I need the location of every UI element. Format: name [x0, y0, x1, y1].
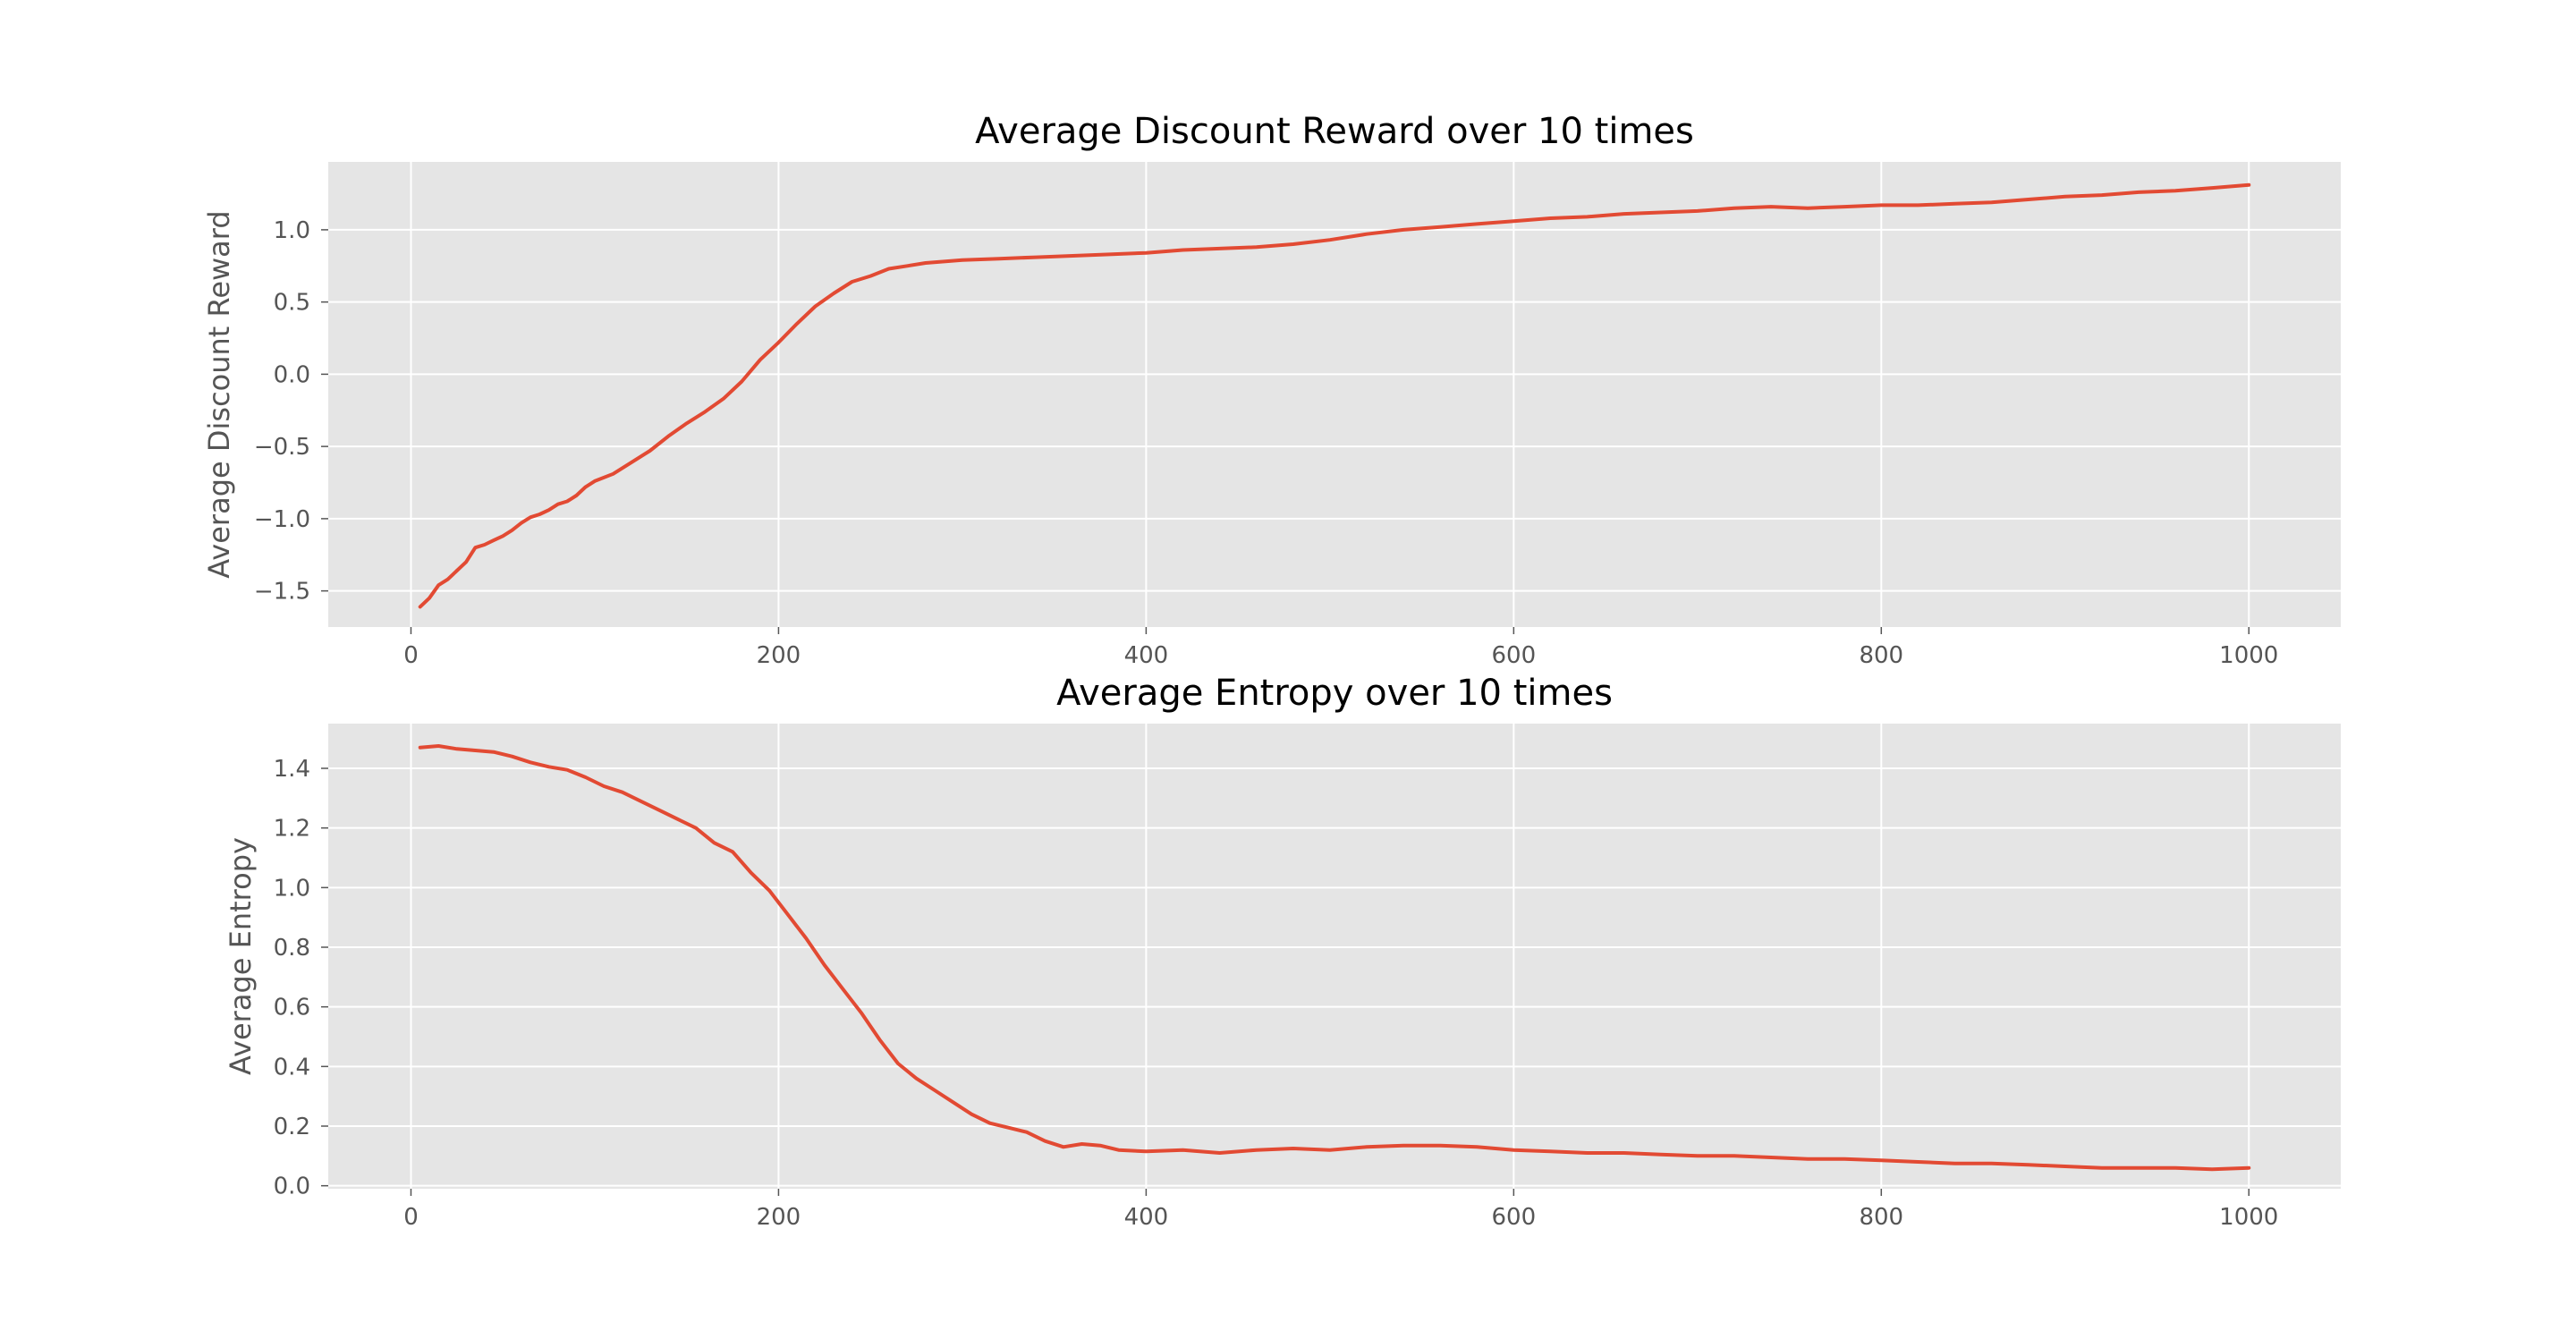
- reward-y-axis-label: Average Discount Reward: [202, 210, 236, 578]
- reward-y-tick-label: 0.5: [274, 290, 310, 317]
- reward-grid: [328, 162, 2341, 627]
- reward-y-tick-label: 1.0: [274, 217, 310, 244]
- reward-y-tick-label: 0.0: [274, 361, 310, 388]
- reward-chart-title: Average Discount Reward over 10 times: [975, 111, 1694, 152]
- reward-x-tick-label: 0: [403, 642, 419, 669]
- reward-y-ticks: −1.5 −1.0 −0.5 0.0 0.5 1.0: [254, 217, 328, 606]
- entropy-y-tick-label: 1.4: [274, 756, 310, 783]
- entropy-grid: [328, 724, 2341, 1189]
- entropy-x-tick-label: 1000: [2219, 1204, 2278, 1231]
- reward-x-tick-label: 200: [757, 642, 801, 669]
- reward-x-tick-label: 1000: [2219, 642, 2278, 669]
- entropy-series-line: [418, 744, 2251, 1172]
- entropy-y-ticks: 0.0 0.2 0.4 0.6 0.8 1.0 1.2 1.4: [274, 756, 328, 1200]
- chart-entropy: 0 200 400 600 800 1000 0.0 0.2 0.4 0.6 0.8 1.0 1.2 1…: [224, 673, 2341, 1231]
- entropy-y-tick-label: 0.4: [274, 1054, 310, 1080]
- reward-x-tick-label: 400: [1124, 642, 1169, 669]
- entropy-x-ticks: 0 200 400 600 800 1000: [403, 1189, 2278, 1231]
- entropy-x-tick-label: 600: [1492, 1204, 1537, 1231]
- entropy-x-tick-label: 800: [1859, 1204, 1903, 1231]
- entropy-y-axis-label: Average Entropy: [224, 837, 258, 1075]
- entropy-x-tick-label: 200: [757, 1204, 801, 1231]
- entropy-y-tick-label: 0.2: [274, 1114, 310, 1140]
- reward-series-line: [418, 182, 2251, 609]
- reward-y-tick-label: −1.0: [254, 506, 310, 533]
- reward-series: [418, 182, 2251, 609]
- entropy-y-tick-label: 1.0: [274, 875, 310, 902]
- entropy-y-tick-label: 1.2: [274, 816, 310, 843]
- reward-y-tick-label: −0.5: [254, 434, 310, 461]
- entropy-y-tick-label: 0.6: [274, 995, 310, 1021]
- entropy-chart-title: Average Entropy over 10 times: [1056, 673, 1613, 714]
- entropy-x-tick-label: 0: [403, 1204, 419, 1231]
- entropy-x-tick-label: 400: [1124, 1204, 1169, 1231]
- reward-y-tick-label: −1.5: [254, 579, 310, 606]
- entropy-series: [418, 744, 2251, 1172]
- reward-x-tick-label: 600: [1492, 642, 1537, 669]
- reward-plot-area: [328, 162, 2341, 627]
- entropy-y-tick-label: 0.0: [274, 1174, 310, 1200]
- reward-x-tick-label: 800: [1859, 642, 1903, 669]
- entropy-plot-area: [328, 724, 2341, 1189]
- entropy-y-tick-label: 0.8: [274, 935, 310, 962]
- reward-x-ticks: 0 200 400 600 800 1000: [403, 627, 2278, 669]
- chart-reward: 0 200 400 600 800 1000 −1.5−1.0−0.50.00.51.0 …: [202, 111, 2341, 669]
